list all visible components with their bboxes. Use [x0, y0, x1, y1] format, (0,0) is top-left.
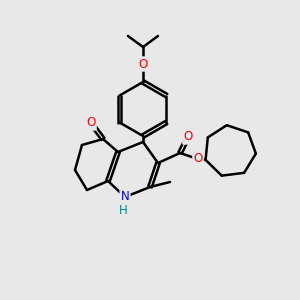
- Text: O: O: [183, 130, 193, 143]
- Text: O: O: [194, 152, 202, 166]
- Text: H: H: [118, 203, 127, 217]
- Text: O: O: [86, 116, 96, 130]
- Text: N: N: [121, 190, 129, 203]
- Text: O: O: [138, 58, 148, 70]
